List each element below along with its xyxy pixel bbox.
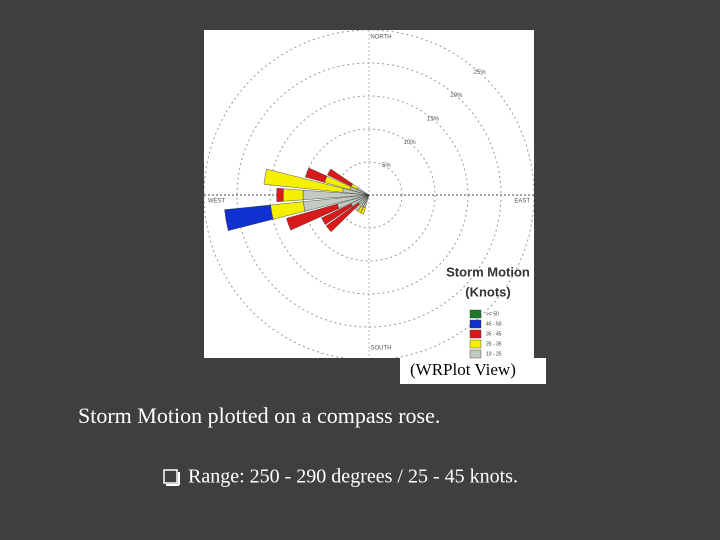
bullet-text: Range: 250 - 290 degrees / 25 - 45 knots… (188, 466, 518, 488)
legend-label: 10 - 25 (486, 351, 502, 357)
petal-segment (354, 194, 370, 212)
petal-segment (282, 188, 304, 202)
caption-box (400, 358, 546, 384)
legend-label: >= 50 (486, 311, 499, 317)
petal-segment (305, 167, 328, 183)
grid-ring (302, 128, 436, 262)
legend-title: (Knots) (465, 284, 511, 299)
compass-south: SOUTH (371, 346, 392, 352)
ring-label: 20% (450, 93, 463, 99)
petal-segment (360, 206, 366, 215)
compass-north: NORTH (370, 35, 391, 41)
legend-swatch (469, 339, 482, 349)
petal-segment (325, 202, 360, 233)
ring-label: 25% (474, 70, 487, 76)
petal-segment (321, 203, 353, 225)
caption: (WRPlot View) (410, 360, 516, 379)
grid-ring (335, 161, 403, 229)
grid-ring (236, 62, 502, 328)
legend-label: 35 - 45 (486, 331, 502, 337)
legend-swatch (469, 309, 482, 319)
legend-label: 25 - 35 (486, 341, 502, 347)
petal-segment (286, 203, 340, 231)
petal-segment (224, 204, 274, 231)
wind-rose: 5% 10% 15% 20% 25% (204, 30, 534, 358)
compass-east: EAST (514, 199, 530, 205)
compass-west: WEST (208, 199, 226, 205)
ring-label: 15% (427, 117, 440, 123)
legend-swatch (469, 349, 482, 359)
petal-segment (357, 205, 364, 214)
legend-swatch (469, 319, 482, 329)
legend-label: 45 - 50 (486, 321, 502, 327)
petal-segment (276, 188, 284, 202)
heading: Storm Motion plotted on a compass rose. (78, 403, 440, 428)
ring-label: 10% (404, 140, 417, 146)
legend: >= 50 45 - 50 35 - 45 25 - 35 10 - 25 (469, 309, 502, 359)
petal-segment (263, 168, 344, 193)
bullet-box (163, 469, 178, 484)
grid-ring (269, 95, 469, 295)
legend-title: Storm Motion (446, 264, 530, 279)
legend-swatch (469, 329, 482, 339)
ring-label: 5% (382, 163, 391, 169)
petal-segment (327, 168, 353, 187)
